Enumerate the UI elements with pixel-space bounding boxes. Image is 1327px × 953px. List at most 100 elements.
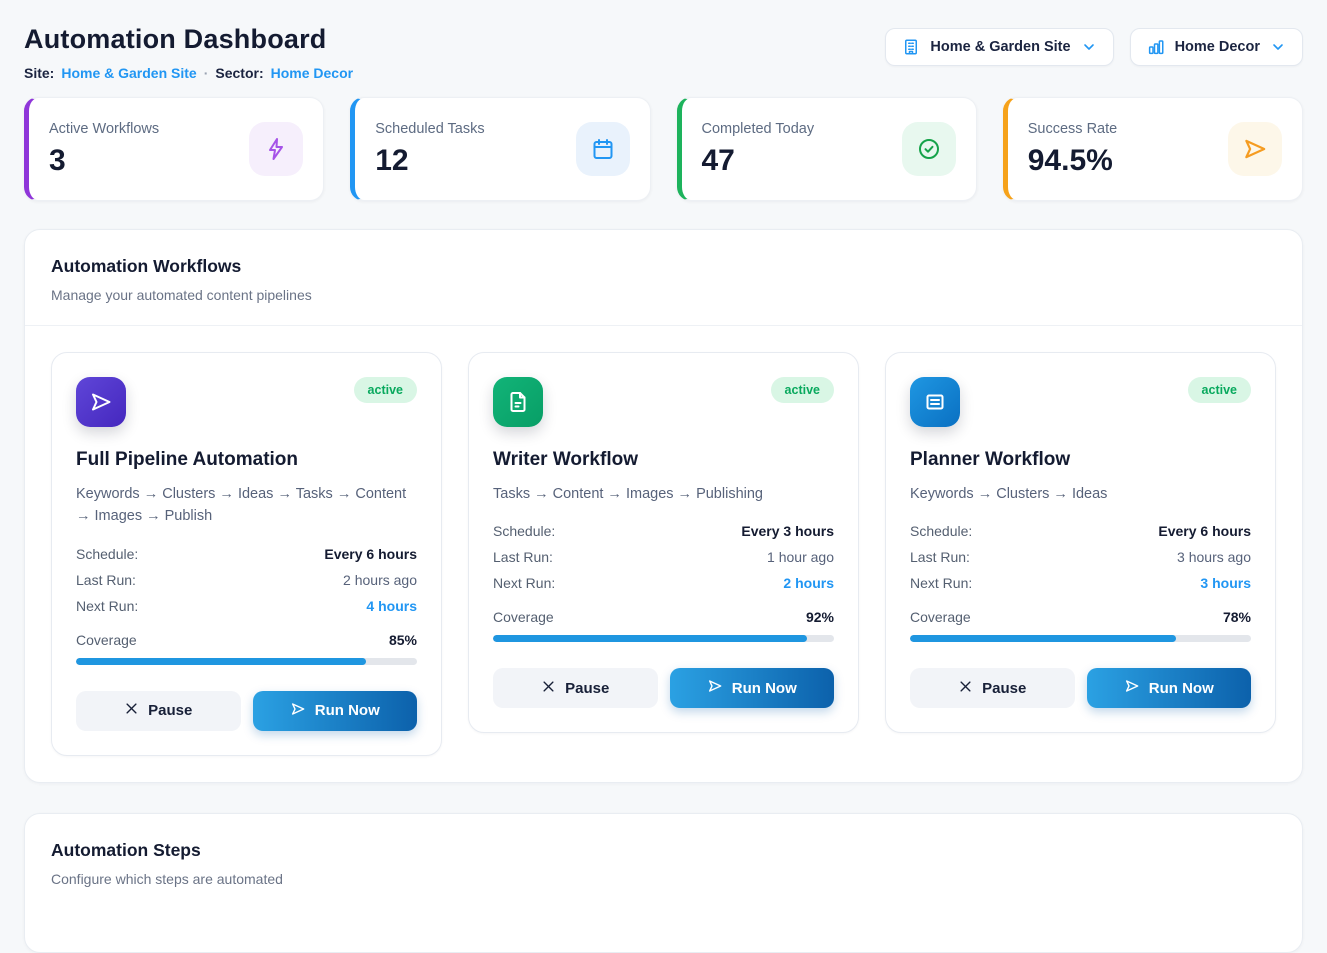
run-now-button[interactable]: Run Now bbox=[669, 668, 834, 709]
site-selector-dropdown[interactable]: Home & Garden Site bbox=[885, 28, 1114, 66]
stat-label: Active Workflows bbox=[49, 120, 160, 137]
schedule-value: Every 6 hours bbox=[324, 545, 417, 562]
close-icon bbox=[958, 679, 973, 698]
close-icon bbox=[124, 701, 139, 720]
send-icon bbox=[707, 678, 723, 698]
stat-value: 12 bbox=[375, 143, 409, 177]
last-run-value: 1 hour ago bbox=[767, 549, 834, 566]
schedule-row: Schedule: Every 3 hours bbox=[493, 523, 834, 540]
breadcrumb: Site: Home & Garden Site · Sector: Home … bbox=[24, 65, 353, 81]
page-title: Automation Dashboard bbox=[24, 24, 327, 54]
coverage-row: Coverage 92% bbox=[493, 609, 834, 626]
steps-panel-header: Automation Steps Configure which steps a… bbox=[25, 814, 1302, 909]
schedule-row: Schedule: Every 6 hours bbox=[910, 523, 1251, 540]
schedule-value: Every 6 hours bbox=[1158, 523, 1251, 540]
schedule-row: Schedule: Every 6 hours bbox=[76, 545, 417, 562]
workflow-pipeline: Keywords → Clusters → Ideas → Tasks → Co… bbox=[76, 486, 407, 525]
coverage-value: 92% bbox=[805, 609, 834, 626]
site-link[interactable]: Home & Garden Site bbox=[61, 65, 197, 81]
next-run-value: 2 hours bbox=[783, 575, 834, 592]
sector-selector-dropdown[interactable]: Home Decor bbox=[1129, 28, 1303, 66]
coverage-progress-fill bbox=[76, 657, 366, 665]
chevron-down-icon bbox=[1270, 39, 1286, 55]
stat-label: Completed Today bbox=[701, 120, 815, 137]
stat-label: Success Rate bbox=[1027, 120, 1118, 137]
stats-row: Active Workflows 3 Scheduled Tasks 12 Co… bbox=[24, 97, 1303, 201]
coverage-value: 85% bbox=[388, 631, 417, 648]
status-badge: active bbox=[770, 377, 834, 403]
status-badge: active bbox=[353, 377, 417, 403]
send-icon bbox=[1228, 122, 1282, 176]
selectors: Home & Garden Site Home Decor bbox=[885, 28, 1303, 66]
close-icon bbox=[541, 679, 556, 698]
workflow-name: Writer Workflow bbox=[493, 449, 638, 470]
workflows-panel-header: Automation Workflows Manage your automat… bbox=[25, 230, 1302, 326]
site-selector-label: Home & Garden Site bbox=[930, 39, 1071, 55]
run-now-button[interactable]: Run Now bbox=[1086, 668, 1251, 709]
separator-dot: · bbox=[203, 65, 209, 81]
workflow-name: Full Pipeline Automation bbox=[76, 449, 299, 470]
stat-value: 3 bbox=[49, 143, 66, 177]
topbar: Automation Dashboard Site: Home & Garden… bbox=[24, 22, 1303, 81]
send-icon bbox=[290, 701, 306, 721]
send-icon bbox=[1124, 678, 1140, 698]
stat-card-success-rate: Success Rate 94.5% bbox=[1002, 97, 1303, 201]
last-run-row: Last Run: 3 hours ago bbox=[910, 549, 1251, 566]
sector-selector-label: Home Decor bbox=[1174, 39, 1260, 55]
stat-label: Scheduled Tasks bbox=[375, 120, 485, 137]
sector-label: Sector: bbox=[215, 65, 264, 81]
run-now-button[interactable]: Run Now bbox=[252, 690, 417, 731]
pause-button[interactable]: Pause bbox=[493, 668, 658, 709]
pause-button[interactable]: Pause bbox=[76, 690, 241, 731]
steps-panel-subtitle: Configure which steps are automated bbox=[51, 870, 283, 887]
sector-link[interactable]: Home Decor bbox=[270, 65, 354, 81]
stat-card-scheduled-tasks: Scheduled Tasks 12 bbox=[350, 97, 651, 201]
workflow-pipeline: Tasks → Content → Images → Publishing bbox=[493, 486, 763, 502]
workflow-name: Planner Workflow bbox=[910, 449, 1071, 470]
chevron-down-icon bbox=[1081, 39, 1097, 55]
stat-value: 47 bbox=[701, 143, 735, 177]
last-run-value: 2 hours ago bbox=[343, 571, 417, 588]
coverage-row: Coverage 85% bbox=[76, 631, 417, 648]
workflow-pipeline: Keywords → Clusters → Ideas bbox=[910, 486, 1108, 502]
coverage-progress-bar bbox=[910, 635, 1251, 643]
lightning-bolt-icon bbox=[249, 122, 304, 176]
check-circle-icon bbox=[901, 122, 956, 176]
workflows-panel-subtitle: Manage your automated content pipelines bbox=[51, 287, 312, 303]
coverage-progress-bar bbox=[76, 657, 417, 665]
coverage-progress-fill bbox=[910, 635, 1176, 643]
next-run-value: 3 hours bbox=[1200, 575, 1251, 592]
stat-card-active-workflows: Active Workflows 3 bbox=[24, 97, 325, 201]
last-run-value: 3 hours ago bbox=[1177, 549, 1251, 566]
status-badge: active bbox=[1187, 377, 1251, 403]
next-run-row: Next Run: 2 hours bbox=[493, 575, 834, 592]
workflow-card-planner: active Planner Workflow Keywords → Clust… bbox=[885, 352, 1276, 734]
automation-workflows-panel: Automation Workflows Manage your automat… bbox=[24, 229, 1303, 783]
document-icon bbox=[493, 377, 543, 427]
calendar-icon bbox=[575, 122, 630, 176]
stat-value: 94.5% bbox=[1027, 143, 1113, 177]
next-run-value: 4 hours bbox=[366, 597, 417, 614]
last-run-row: Last Run: 1 hour ago bbox=[493, 549, 834, 566]
last-run-row: Last Run: 2 hours ago bbox=[76, 571, 417, 588]
stat-card-completed-today: Completed Today 47 bbox=[676, 97, 977, 201]
site-label: Site: bbox=[24, 65, 55, 81]
workflows-panel-title: Automation Workflows bbox=[51, 256, 242, 276]
coverage-row: Coverage 78% bbox=[910, 609, 1251, 626]
bar-chart-icon bbox=[1147, 38, 1165, 56]
send-icon bbox=[76, 377, 126, 427]
automation-steps-panel: Automation Steps Configure which steps a… bbox=[24, 812, 1303, 953]
list-icon bbox=[910, 377, 960, 427]
next-run-row: Next Run: 3 hours bbox=[910, 575, 1251, 592]
pause-button[interactable]: Pause bbox=[910, 668, 1075, 709]
next-run-row: Next Run: 4 hours bbox=[76, 597, 417, 614]
building-icon bbox=[902, 38, 920, 56]
steps-panel-title: Automation Steps bbox=[51, 839, 201, 860]
title-block: Automation Dashboard Site: Home & Garden… bbox=[24, 22, 353, 81]
schedule-value: Every 3 hours bbox=[741, 523, 834, 540]
workflows-grid: active Full Pipeline Automation Keywords… bbox=[25, 326, 1302, 782]
coverage-progress-bar bbox=[493, 635, 834, 643]
workflow-card-full-pipeline: active Full Pipeline Automation Keywords… bbox=[51, 352, 442, 756]
coverage-value: 78% bbox=[1222, 609, 1251, 626]
